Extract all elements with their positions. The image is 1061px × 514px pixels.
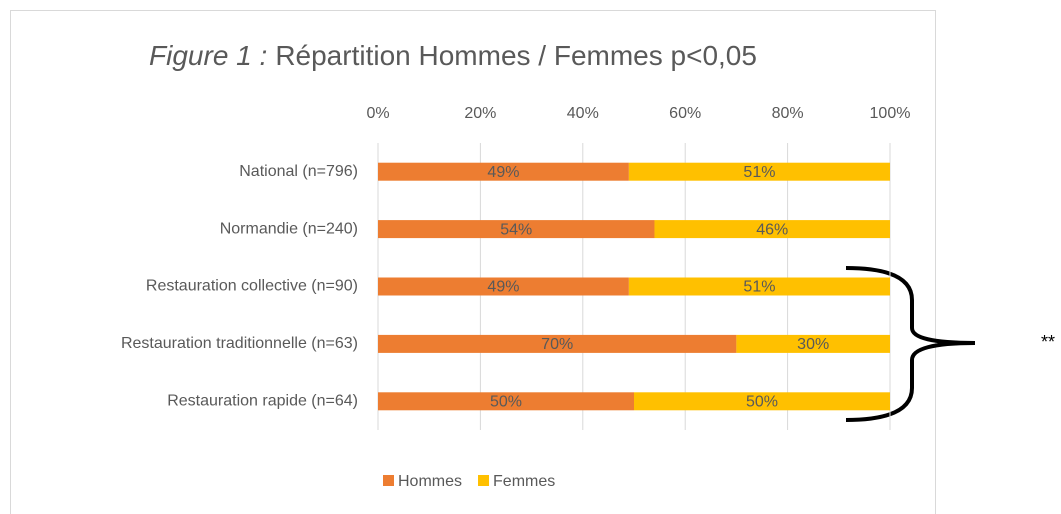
data-label: 70%	[541, 336, 573, 353]
data-label: 54%	[500, 221, 532, 238]
data-label: 51%	[743, 279, 775, 296]
annotation: **	[1041, 332, 1055, 352]
chart-frame	[10, 10, 936, 514]
bar-segment	[378, 162, 629, 181]
bar-segment	[378, 334, 737, 353]
bar-segment	[654, 220, 890, 239]
bar-segment	[378, 277, 629, 296]
data-label: 46%	[756, 221, 788, 238]
data-label: 50%	[746, 394, 778, 411]
legend-label: Hommes	[398, 473, 462, 490]
chart-title-prefix: Figure 1 :	[149, 40, 267, 71]
legend-swatch	[383, 475, 394, 486]
bracket	[845, 266, 976, 422]
data-label: 30%	[797, 336, 829, 353]
legend-label: Femmes	[493, 473, 555, 490]
y-tick-label: National (n=796)	[239, 163, 358, 180]
x-tick-label: 60%	[669, 105, 701, 122]
bar-segment	[628, 162, 890, 181]
bar-segment	[634, 392, 890, 411]
bar-segment	[736, 334, 890, 353]
y-tick-label: Restauration collective (n=90)	[146, 278, 358, 295]
bar-segment	[378, 392, 634, 411]
legend-swatch	[478, 475, 490, 486]
x-tick-label: 20%	[464, 105, 496, 122]
data-label: 51%	[743, 164, 775, 181]
data-label: 50%	[490, 394, 522, 411]
x-tick-label: 100%	[870, 105, 911, 122]
bar-segment	[628, 277, 890, 296]
x-tick-label: 80%	[772, 105, 804, 122]
bar-segment	[378, 220, 655, 239]
y-tick-label: Restauration rapide (n=64)	[167, 393, 358, 410]
data-label: 49%	[487, 164, 519, 181]
y-tick-label: Normandie (n=240)	[220, 220, 358, 237]
chart-title-group: Figure 1 : Répartition Hommes / Femmes p<…	[149, 40, 757, 71]
y-tick-label: Restauration traditionnelle (n=63)	[121, 335, 358, 352]
x-tick-label: 0%	[366, 105, 389, 122]
chart-title: Répartition Hommes / Femmes p<0,05	[275, 40, 757, 71]
data-label: 49%	[487, 279, 519, 296]
x-tick-label: 40%	[567, 105, 599, 122]
